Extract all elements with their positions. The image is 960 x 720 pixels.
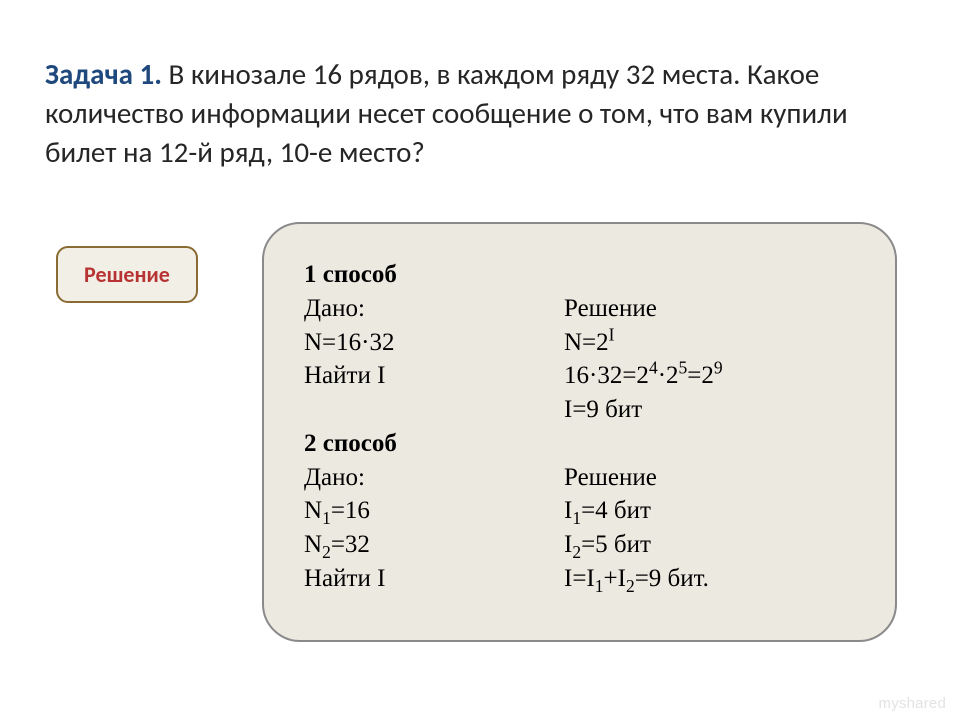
method1-solution-label: Решение — [564, 292, 873, 326]
method1-calc: 16·32=24·25=29 — [564, 359, 873, 393]
method2-find: Найти I — [304, 562, 564, 596]
method2-sum: I=I1+I2=9 бит. — [564, 562, 873, 596]
method2-given-label: Дано: — [304, 461, 564, 495]
problem-label: Задача 1. — [45, 56, 162, 92]
method1-formula: N=2I — [564, 326, 873, 360]
method1-given-value: N=16·32 — [304, 326, 564, 360]
method1-given-label: Дано: — [304, 292, 564, 326]
problem-statement: Задача 1. В кинозале 16 рядов, в каждом … — [45, 55, 915, 172]
method2-i2: I2=5 бит — [564, 528, 873, 562]
method2-heading: 2 способ — [304, 427, 564, 461]
method2-n1: N1=16 — [304, 494, 564, 528]
method1-heading: 1 способ — [304, 258, 564, 292]
solution-badge: Решение — [56, 246, 198, 303]
watermark: myshared — [879, 695, 946, 712]
method2-i1: I1=4 бит — [564, 494, 873, 528]
method2-n2: N2=32 — [304, 528, 564, 562]
method2-solution-label: Решение — [564, 461, 873, 495]
method1-find: Найти I — [304, 359, 564, 393]
solution-box: 1 способ Дано: Решение N=16·32 N=2I Найт… — [262, 222, 897, 642]
problem-text: В кинозале 16 рядов, в каждом ряду 32 ме… — [45, 56, 848, 170]
method1-result: I=9 бит — [564, 393, 873, 427]
